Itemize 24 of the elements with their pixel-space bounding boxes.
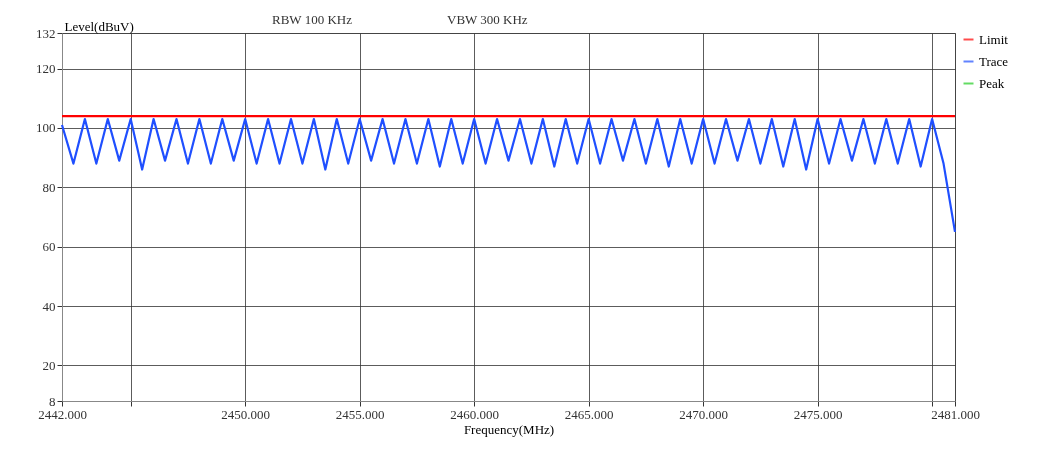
y-tick-label: 100 <box>36 120 56 136</box>
y-axis-title: Level(dBuV) <box>64 18 134 34</box>
x-tick-label: 2465.000 <box>564 406 614 422</box>
y-tick-label: 8 <box>49 393 56 409</box>
x-tick-label: 2460.000 <box>450 406 500 422</box>
legend-label: Trace <box>979 53 1009 69</box>
y-tick-label: 132 <box>36 25 56 41</box>
text: VBW 300 KHz <box>447 12 528 27</box>
y-tick-label: 20 <box>42 357 56 373</box>
text: RBW 100 KHz <box>272 12 353 27</box>
y-tick-label: 80 <box>42 179 56 195</box>
x-tick-label: 2475.000 <box>793 406 843 422</box>
y-tick-label: 120 <box>36 61 56 77</box>
x-tick-label: 2455.000 <box>335 406 385 422</box>
x-tick-label: 2470.000 <box>679 406 728 422</box>
y-tick-label: 40 <box>42 298 56 314</box>
legend-label: Limit <box>979 31 1009 47</box>
y-tick-label: 60 <box>42 239 56 255</box>
x-tick-label: 2481.000 <box>931 406 980 422</box>
line-series <box>60 117 957 233</box>
legend-label: Peak <box>979 75 1005 91</box>
x-tick-label: 2450.000 <box>221 406 271 422</box>
x-axis-title: Frequency(MHz) <box>463 421 555 437</box>
x-tick-label: 2442.000 <box>38 406 87 422</box>
